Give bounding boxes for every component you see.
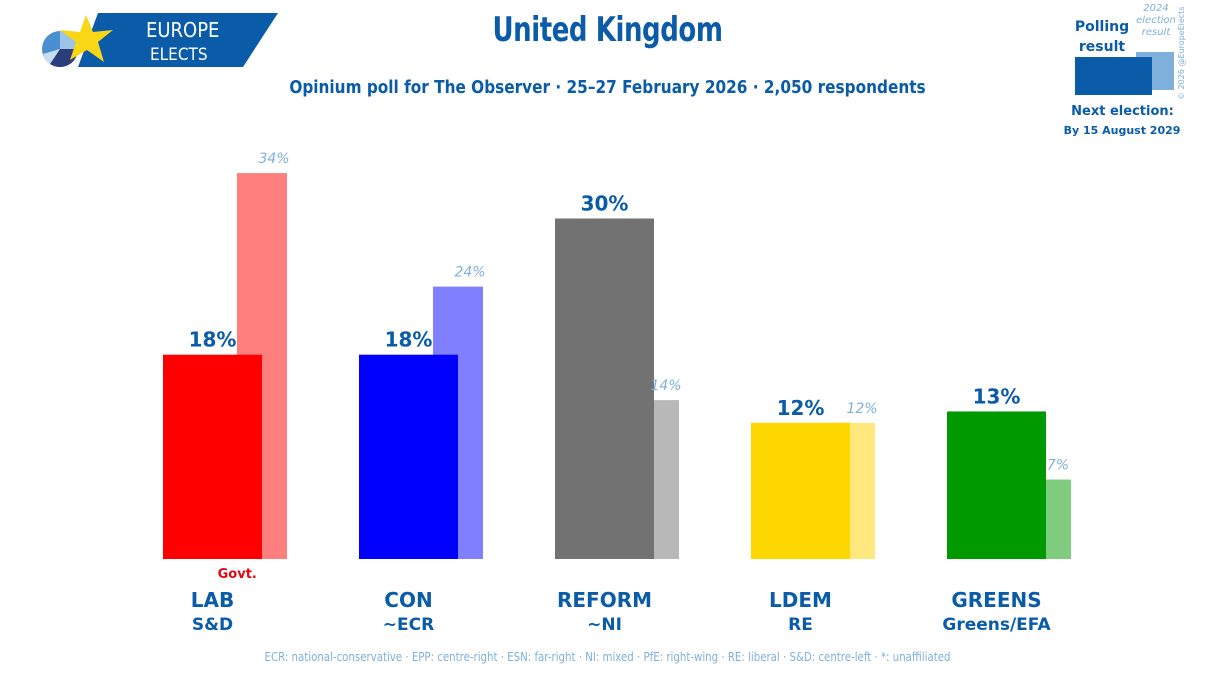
party-name-label: LAB bbox=[191, 588, 234, 612]
value-label-polling: 30% bbox=[581, 192, 629, 216]
legend-previous-label-1: 2024 bbox=[1143, 3, 1169, 14]
bar-polling-ldem bbox=[751, 422, 850, 559]
legend-previous-label-3: result bbox=[1141, 27, 1171, 38]
footnote-legend: ECR: national-conservative · EPP: centre… bbox=[264, 650, 951, 664]
legend-swatch-polling bbox=[1075, 57, 1152, 95]
party-name-label: REFORM bbox=[557, 588, 652, 612]
star-icon bbox=[60, 15, 113, 62]
bar-polling-con bbox=[359, 354, 458, 559]
logo-text-europe: EUROPE bbox=[146, 18, 219, 42]
party-name-label: CON bbox=[384, 588, 432, 612]
party-group-label: RE bbox=[788, 615, 813, 635]
bar-polling-greens bbox=[947, 411, 1046, 559]
party-name-label: GREENS bbox=[951, 588, 1041, 612]
europe-elects-logo: EUROPE ELECTS bbox=[38, 12, 283, 70]
party-group-label: ~NI bbox=[587, 615, 622, 635]
value-label-previous: 14% bbox=[650, 378, 681, 394]
next-election-date: By 15 August 2029 bbox=[1063, 124, 1181, 137]
value-label-polling: 18% bbox=[385, 328, 433, 352]
value-label-polling: 13% bbox=[973, 384, 1021, 408]
party-group-label: S&D bbox=[192, 615, 233, 635]
legend-previous-label-2: election bbox=[1136, 15, 1176, 26]
bar-polling-reform bbox=[555, 218, 654, 559]
value-label-previous: 7% bbox=[1047, 458, 1069, 474]
logo-banner bbox=[78, 13, 278, 67]
govt-annotation: Govt. bbox=[218, 567, 257, 582]
value-label-polling: 12% bbox=[777, 396, 825, 420]
party-name-label: LDEM bbox=[769, 588, 832, 612]
value-label-previous: 12% bbox=[846, 401, 877, 417]
value-label-previous: 24% bbox=[454, 265, 485, 281]
bar-polling-lab bbox=[163, 354, 262, 559]
value-label-polling: 18% bbox=[189, 328, 237, 352]
next-election-label: Next election: bbox=[1071, 104, 1174, 119]
legend-polling-label-1: Polling bbox=[1074, 19, 1130, 35]
party-group-label: Greens/EFA bbox=[942, 615, 1051, 635]
page-title: United Kingdom bbox=[492, 10, 723, 50]
poll-subtitle: Opinium poll for The Observer · 25–27 Fe… bbox=[289, 77, 926, 98]
pie-chart-icon bbox=[42, 31, 79, 68]
party-group-label: ~ECR bbox=[383, 615, 434, 635]
value-label-previous: 34% bbox=[258, 151, 289, 167]
chart-legend: Polling result 2024 election result © 20… bbox=[1060, 3, 1215, 145]
logo-text-elects: ELECTS bbox=[150, 45, 208, 65]
legend-polling-label-2: result bbox=[1078, 39, 1126, 55]
